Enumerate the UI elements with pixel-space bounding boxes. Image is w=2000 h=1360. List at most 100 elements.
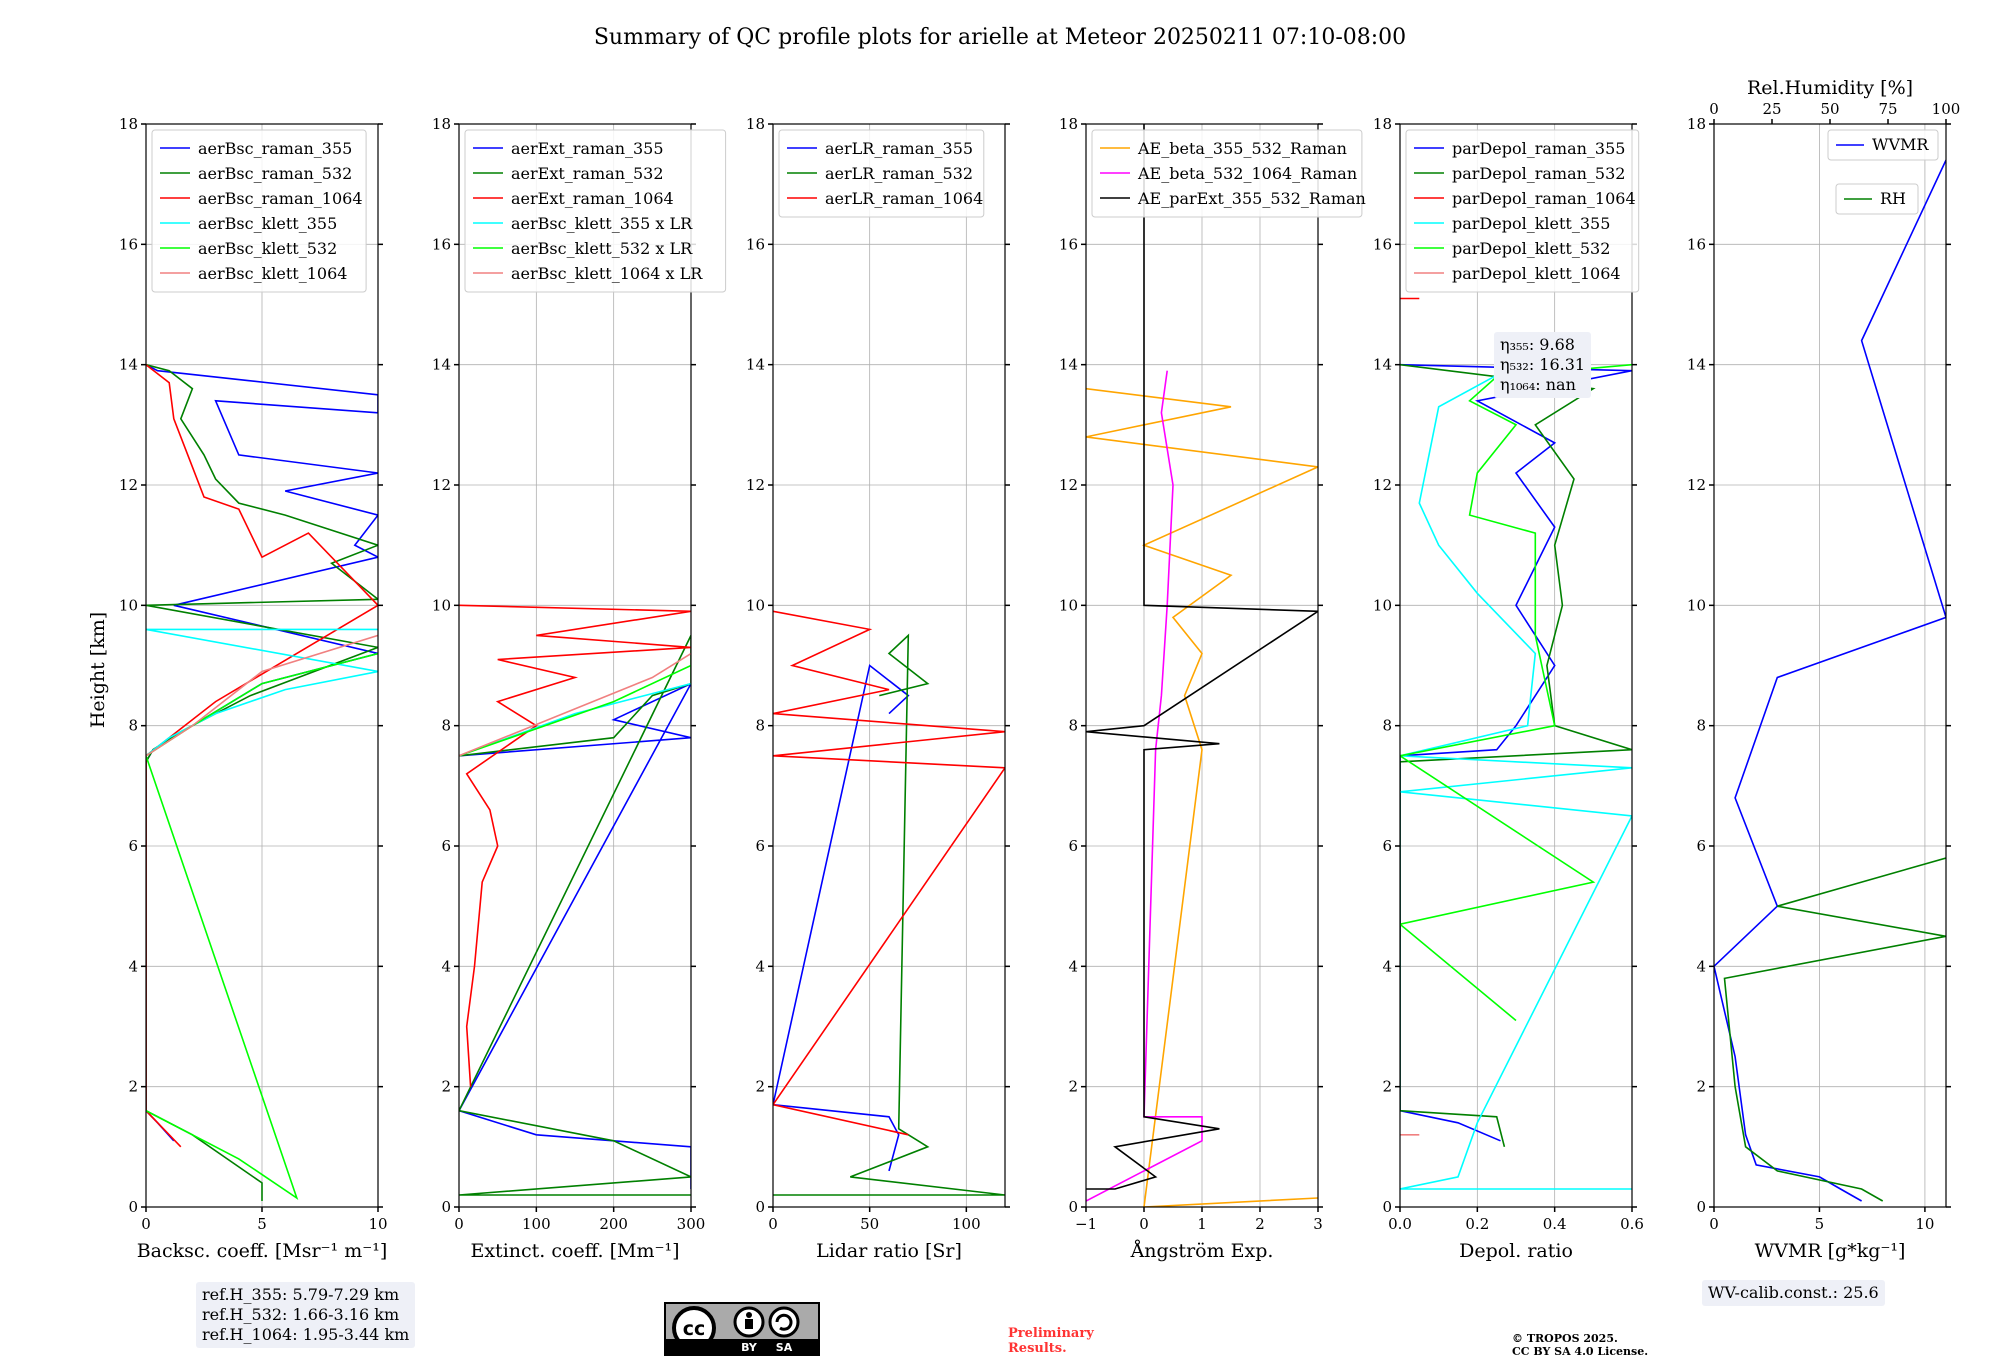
series-group-depol [1400,297,1632,1190]
series-aerBsc_klett_355 [146,628,378,757]
ytick-label-10: 10 [1373,596,1392,614]
legend-box-ext [464,129,727,293]
legend-label-aerLR_raman_1064: aerLR_raman_1064 [825,189,983,208]
legend-label-aerBsc_raman_1064: aerBsc_raman_1064 [198,189,363,208]
ytick-label-0: 0 [1696,1198,1706,1216]
eta-1064: η₁₀₆₄: nan [1500,375,1576,394]
reference-height-box: ref.H_355: 5.79-7.29 km ref.H_532: 1.66-… [196,1282,416,1348]
ytick-label-0: 0 [1068,1198,1078,1216]
series-parDepol_klett_532 [1400,363,1632,1022]
xlabel-ae: Ångström Exp. [1130,1240,1274,1262]
refh-1064: ref.H_1064: 1.95-3.44 km [202,1325,410,1344]
legend-label-aerBsc_klett_532 x LR: aerBsc_klett_532 x LR [511,239,693,258]
ytick-label-18: 18 [746,115,765,133]
ytick-label-10: 10 [119,596,138,614]
xtick-label-0: 0 [454,1215,464,1233]
xtick-label-50: 50 [860,1215,879,1233]
ytick-label-8: 8 [1696,717,1706,735]
ytick-label-0: 0 [128,1198,138,1216]
panel-lr: 0 2 4 6 8 10 12 14 16 18 0 50 100 Lidar ratio [Sr] aer… [746,115,1010,1262]
series-aerLR_raman_355 [773,664,910,1172]
legend-label-parDepol_klett_1064: parDepol_klett_1064 [1452,264,1621,283]
series-RH [1723,857,1946,1202]
ytick-label-16: 16 [432,235,451,253]
xtick-label-0.2: 0.2 [1465,1215,1489,1233]
xtick-label-10: 10 [368,1215,387,1233]
xtick-label-100: 100 [522,1215,551,1233]
ytick-label-6: 6 [755,837,765,855]
ytick-label-18: 18 [1373,115,1392,133]
legend-label-RH: RH [1880,189,1906,208]
series-parDepol_raman_355 [1400,363,1632,1142]
preliminary-line1: Preliminary [1008,1326,1094,1341]
series-aerExt_raman_355 [459,682,691,1189]
y-axis-label: Height [km] [87,612,109,728]
by-label: BY [741,1341,758,1354]
ytick-label-2: 2 [1068,1078,1078,1096]
ytick-label-10: 10 [432,596,451,614]
ytick-label-14: 14 [432,356,451,374]
legend-label-AE_parExt_355_532_Raman: AE_parExt_355_532_Raman [1137,189,1366,208]
series-AE_parExt_355_532_Raman [1086,124,1318,1190]
top-xtick-label-100: 100 [1932,100,1961,118]
xtick-label-0.6: 0.6 [1620,1215,1644,1233]
ytick-label-18: 18 [432,115,451,133]
ytick-label-6: 6 [441,837,451,855]
legend-label-aerBsc_raman_355: aerBsc_raman_355 [198,139,352,158]
ytick-label-4: 4 [1068,957,1078,975]
preliminary-line2: Results. [1008,1341,1067,1356]
series-aerBsc_klett_1064 [146,634,378,757]
copyright-line1: © TROPOS 2025. [1512,1332,1618,1345]
xlabel-depol: Depol. ratio [1459,1240,1573,1262]
ytick-label-6: 6 [1382,837,1392,855]
xtick-label-0.4: 0.4 [1543,1215,1567,1233]
legend-label-aerExt_raman_1064: aerExt_raman_1064 [511,189,674,208]
top-xtick-label-0: 0 [1709,100,1719,118]
legend-label-AE_beta_532_1064_Raman: AE_beta_532_1064_Raman [1137,164,1357,183]
xtick-label-200: 200 [599,1215,628,1233]
sa-label: SA [776,1341,793,1354]
preliminary-note: Preliminary Results. [1008,1326,1094,1356]
ytick-label-16: 16 [1059,235,1078,253]
ytick-label-16: 16 [119,235,138,253]
series-aerLR_raman_532 [773,633,1005,1196]
ytick-label-2: 2 [1382,1078,1392,1096]
refh-355: ref.H_355: 5.79-7.29 km [202,1285,400,1304]
xtick-label-1: 1 [1197,1215,1207,1233]
legend-label-aerBsc_klett_1064 x LR: aerBsc_klett_1064 x LR [511,264,703,283]
ytick-label-0: 0 [755,1198,765,1216]
ytick-label-14: 14 [119,356,138,374]
ytick-label-8: 8 [441,717,451,735]
figure-title: Summary of QC profile plots for arielle … [594,25,1406,50]
ytick-label-10: 10 [1687,596,1706,614]
eta-box: η₃₅₅: 9.68 η₅₃₂: 16.31 η₁₀₆₄: nan [1494,332,1592,398]
xtick-label--1: −1 [1075,1215,1097,1233]
legend-label-aerExt_raman_532: aerExt_raman_532 [511,164,664,183]
xlabel-ext: Extinct. coeff. [Mm⁻¹] [470,1240,679,1262]
copyright-note: © TROPOS 2025. CC BY SA 4.0 License. [1512,1332,1648,1358]
legend-label-aerLR_raman_355: aerLR_raman_355 [825,139,973,158]
ytick-label-2: 2 [128,1078,138,1096]
ytick-label-2: 2 [1696,1078,1706,1096]
axes-frame-lr [772,123,1006,1208]
ytick-label-12: 12 [746,476,765,494]
ytick-label-12: 12 [432,476,451,494]
axes-frame-depol [1399,123,1633,1208]
xtick-label-0: 0 [1709,1215,1719,1233]
series-aerBsc_klett_1064 x LR [459,652,691,757]
ytick-label-10: 10 [746,596,765,614]
axes-frame-wv [1713,123,1947,1208]
sa-share-icon [768,1306,800,1338]
ytick-label-0: 0 [1382,1198,1392,1216]
ytick-label-4: 4 [1696,957,1706,975]
xtick-label-10: 10 [1915,1215,1934,1233]
series-group-ext [459,604,691,1196]
legend-box-depol [1405,129,1640,293]
legend-label-aerBsc_klett_355: aerBsc_klett_355 [198,214,337,233]
wv-calibration-box: WV-calib.const.: 25.6 [1702,1280,1885,1306]
refh-532: ref.H_532: 1.66-3.16 km [202,1305,400,1324]
legend-label-aerBsc_klett_355 x LR: aerBsc_klett_355 x LR [511,214,693,233]
